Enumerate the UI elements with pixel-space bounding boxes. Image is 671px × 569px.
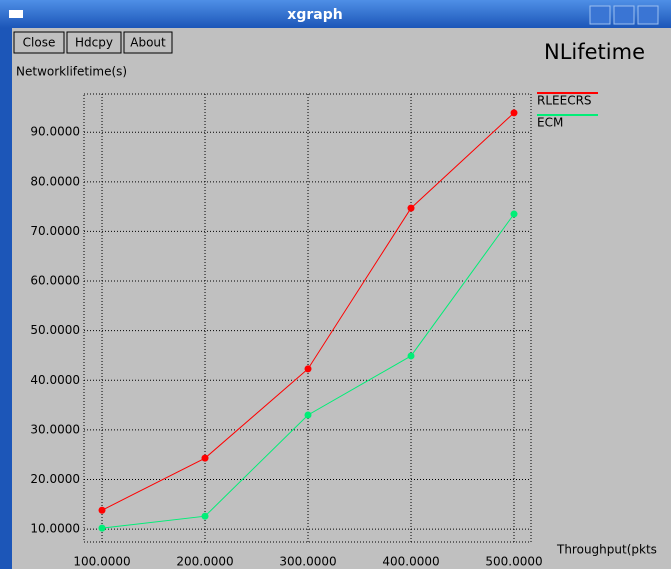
data-point [304, 411, 312, 419]
data-point [201, 454, 209, 462]
data-point [98, 524, 106, 532]
plot-frame [83, 93, 532, 543]
chart-title: NLifetime [544, 40, 645, 64]
maximize-button[interactable] [613, 5, 635, 25]
minimize-button[interactable] [589, 5, 611, 25]
data-point [510, 109, 518, 117]
y-tick-label: 40.0000 [30, 373, 80, 387]
y-tick-label: 80.0000 [30, 174, 80, 188]
toolbar-button-label: Close [23, 36, 56, 50]
y-tick-label: 50.0000 [30, 323, 80, 337]
toolbar-button[interactable] [123, 31, 173, 54]
x-axis-label: Throughput(pkts [556, 543, 657, 557]
y-tick-label: 60.0000 [30, 274, 80, 288]
data-point [407, 204, 415, 212]
title-bar [0, 0, 671, 28]
close-window-button[interactable] [637, 5, 659, 25]
toolbar-button-label: Hdcpy [75, 36, 113, 50]
y-axis-label: Networklifetime(s) [16, 65, 127, 79]
data-point [510, 210, 518, 218]
y-tick-label: 10.0000 [30, 522, 80, 536]
y-tick-label: 20.0000 [30, 472, 80, 486]
data-point [407, 352, 415, 360]
x-tick-label: 300.0000 [279, 555, 336, 569]
x-tick-label: 200.0000 [176, 555, 233, 569]
x-tick-label: 400.0000 [382, 555, 439, 569]
legend-label: RLEECRS [537, 94, 592, 108]
window-menu-icon[interactable] [9, 10, 23, 18]
y-tick-label: 30.0000 [30, 422, 80, 436]
toolbar-button[interactable] [66, 31, 122, 54]
toolbar-button-label: About [130, 36, 166, 50]
x-tick-label: 500.0000 [485, 555, 542, 569]
y-tick-label: 70.0000 [30, 224, 80, 238]
data-point [201, 512, 209, 520]
x-tick-label: 100.0000 [73, 555, 130, 569]
data-point [304, 365, 312, 373]
toolbar-button[interactable] [13, 31, 65, 54]
window-border [0, 28, 12, 569]
window-title: xgraph [287, 7, 342, 23]
legend-label: ECM [537, 116, 563, 130]
data-point [98, 506, 106, 514]
y-tick-label: 90.0000 [30, 125, 80, 139]
